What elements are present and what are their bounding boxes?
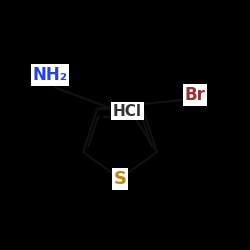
Text: HCl: HCl (113, 104, 142, 119)
Text: NH₂: NH₂ (32, 66, 68, 84)
Text: Br: Br (184, 86, 206, 104)
Text: S: S (114, 170, 126, 188)
Text: HCl: HCl (113, 104, 142, 119)
Text: NH₂: NH₂ (32, 66, 68, 84)
Text: Br: Br (184, 86, 206, 104)
Text: S: S (114, 170, 126, 188)
